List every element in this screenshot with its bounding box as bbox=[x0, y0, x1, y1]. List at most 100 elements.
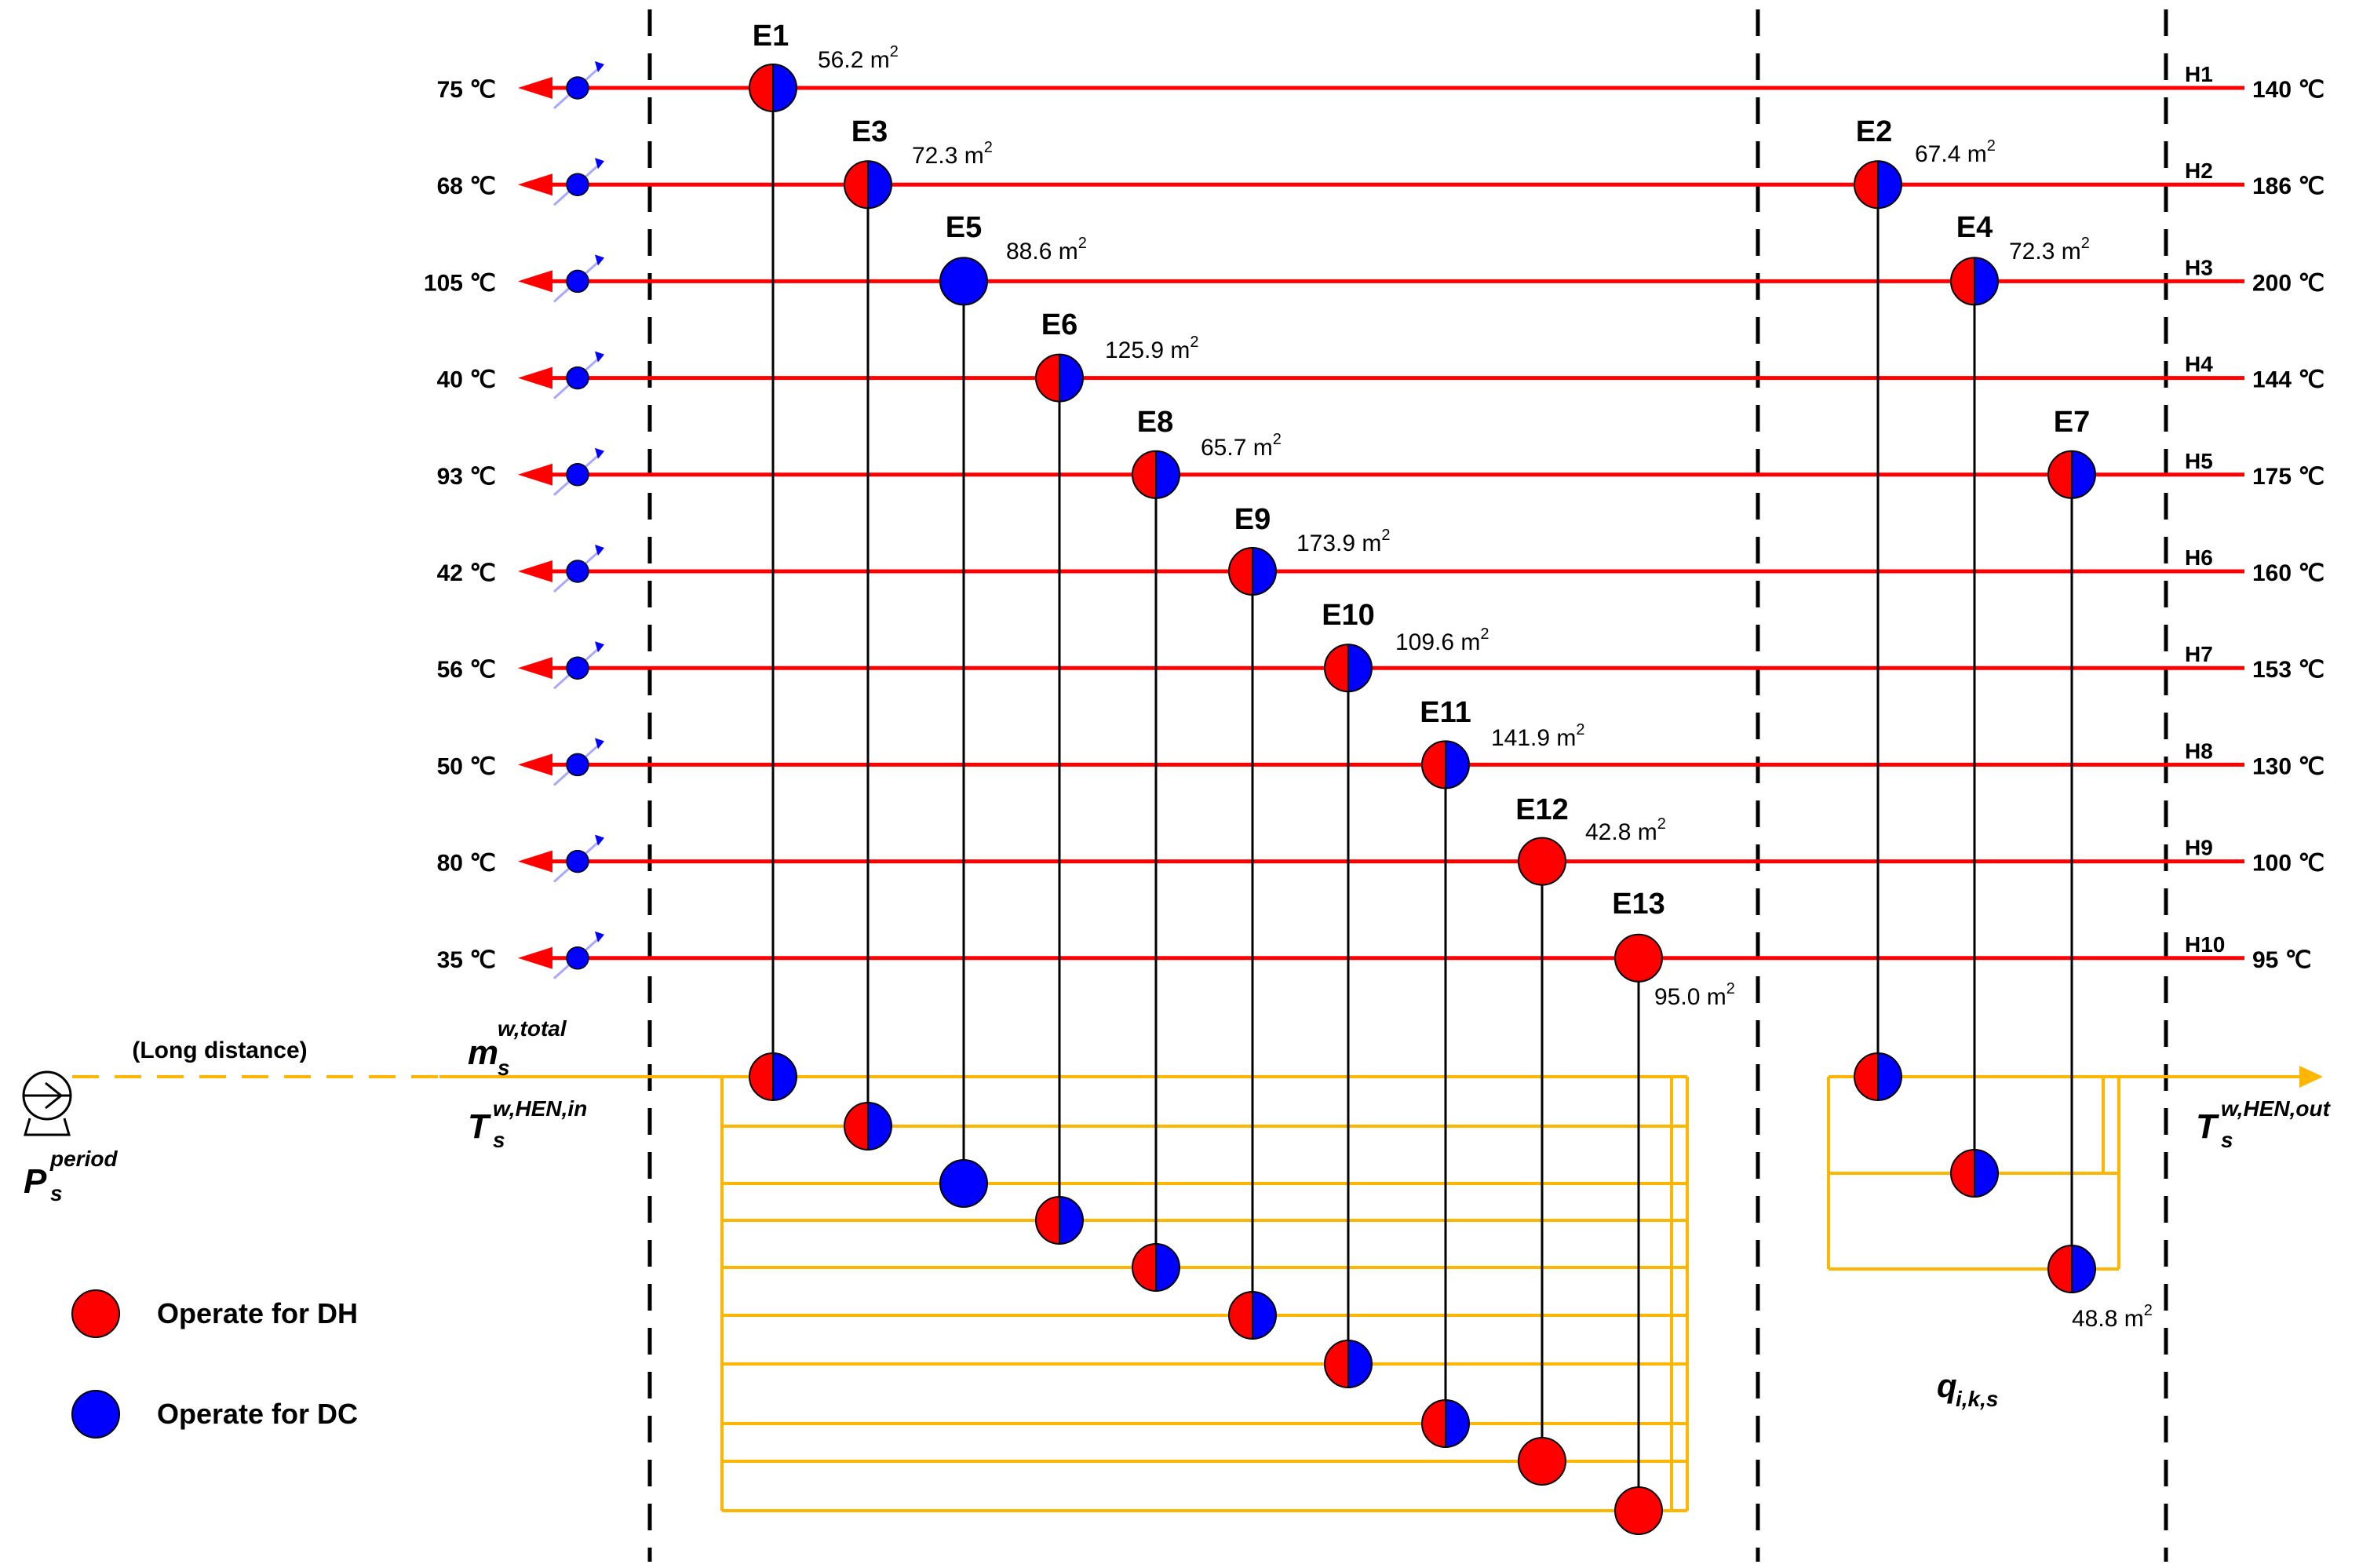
exchanger-id-label: E7 bbox=[2054, 406, 2090, 439]
exchanger-id-label: E12 bbox=[1515, 793, 1569, 826]
exchanger-area-label: 125.9 m2 bbox=[1105, 334, 1199, 363]
hot-stream-h10: 35 ℃ 95 ℃ H10 bbox=[437, 931, 2311, 979]
exchanger-e9-water-side bbox=[1228, 1291, 1277, 1340]
exchanger-id-label: E10 bbox=[1322, 599, 1375, 632]
exchanger-e3-water-side bbox=[844, 1102, 892, 1150]
outlet-temp-label: 105 ℃ bbox=[424, 270, 496, 296]
inlet-temp-label: 186 ℃ bbox=[2252, 173, 2324, 199]
hot-stream-arrow bbox=[518, 270, 552, 293]
inlet-temp-label: 144 ℃ bbox=[2252, 367, 2324, 393]
hot-stream-arrow bbox=[518, 753, 552, 776]
hot-stream-h5: 93 ℃ 175 ℃ H5 bbox=[437, 447, 2324, 496]
pump-icon bbox=[22, 1070, 72, 1136]
exchanger-area-label: 42.8 m2 bbox=[1585, 815, 1666, 845]
water-outlet-arrow bbox=[2299, 1066, 2323, 1088]
hot-stream-h6: 42 ℃ 160 ℃ H6 bbox=[437, 545, 2324, 593]
stream-id-label: H6 bbox=[2185, 545, 2213, 570]
outlet-temp-label: 93 ℃ bbox=[437, 464, 496, 490]
tin-subscript: s bbox=[493, 1128, 505, 1152]
exchanger-e8-hot-side bbox=[1132, 450, 1180, 499]
exchanger-area-label: 72.3 m2 bbox=[2009, 235, 2090, 264]
hot-stream-arrow bbox=[518, 946, 552, 969]
stream-id-label: H10 bbox=[2185, 932, 2225, 957]
inlet-temp-label: 160 ℃ bbox=[2252, 560, 2324, 586]
cooler-icon bbox=[566, 173, 589, 196]
cooler-icon bbox=[566, 76, 589, 100]
m-superscript: w,total bbox=[498, 1016, 567, 1041]
cooler-arrow bbox=[595, 447, 604, 459]
exchanger-id-label: E3 bbox=[851, 115, 888, 148]
exchanger-labels: E1 56.2 m2 E2 67.4 m2 E3 72.3 m2 E4 72.3 m2 E5 88… bbox=[753, 20, 2153, 1332]
exchanger-e10-hot-side bbox=[1324, 644, 1373, 693]
inlet-temp-label: 100 ℃ bbox=[2252, 851, 2324, 877]
exchanger-e10-water-side bbox=[1324, 1340, 1373, 1388]
exchanger-e13-water-side bbox=[1614, 1486, 1663, 1535]
outlet-temp-label: 35 ℃ bbox=[437, 947, 496, 973]
hot-stream-h2: 68 ℃ 186 ℃ H2 bbox=[437, 158, 2324, 206]
cooler-arrow bbox=[595, 738, 604, 749]
exchanger-e11-water-side bbox=[1421, 1399, 1470, 1448]
exchanger-e2-hot-side bbox=[1854, 160, 1902, 210]
legend-label: Operate for DH bbox=[157, 1297, 358, 1329]
cooler-icon bbox=[566, 656, 589, 680]
p-superscript: period bbox=[49, 1147, 118, 1171]
m-symbol: m bbox=[468, 1034, 498, 1072]
exchanger-e13-hot-side bbox=[1614, 933, 1663, 983]
exchanger-area-label: 72.3 m2 bbox=[912, 139, 993, 169]
cooler-icon bbox=[566, 849, 589, 873]
cooler-arrow bbox=[595, 545, 604, 556]
cooler-icon bbox=[566, 560, 589, 583]
stream-id-label: H7 bbox=[2185, 642, 2213, 666]
inlet-temp-label: 130 ℃ bbox=[2252, 753, 2324, 779]
cooler-arrow bbox=[595, 158, 604, 170]
legend-item-dc: Operate for DC bbox=[71, 1390, 358, 1439]
hot-streams: 75 ℃ 140 ℃ H1 68 ℃ 186 ℃ H2 105 ℃ 200 ℃ H3 40 ℃ 14… bbox=[424, 61, 2324, 979]
outlet-temp-label: 56 ℃ bbox=[437, 657, 496, 683]
tout-superscript: w,HEN,out bbox=[2221, 1096, 2332, 1121]
exchanger-e6-hot-side bbox=[1035, 353, 1084, 403]
cooler-arrow bbox=[595, 61, 604, 72]
tout-symbol: T bbox=[2196, 1107, 2219, 1146]
hot-stream-h8: 50 ℃ 130 ℃ H8 bbox=[437, 738, 2324, 786]
hot-stream-h9: 80 ℃ 100 ℃ H9 bbox=[437, 834, 2324, 883]
outlet-temp-label: 40 ℃ bbox=[437, 367, 496, 393]
hot-stream-arrow bbox=[518, 463, 552, 486]
exchanger-id-label: E13 bbox=[1612, 888, 1665, 921]
water-network bbox=[72, 1066, 2323, 1512]
stream-id-label: H3 bbox=[2185, 255, 2213, 279]
exchanger-e7-hot-side bbox=[2047, 450, 2096, 499]
exchanger-area-label: 67.4 m2 bbox=[1915, 137, 1996, 167]
cooler-icon bbox=[566, 366, 589, 390]
hot-stream-arrow bbox=[518, 77, 552, 99]
exchanger-e2-water-side bbox=[1854, 1052, 1902, 1101]
cooler-arrow bbox=[595, 254, 604, 266]
outlet-temp-label: 68 ℃ bbox=[437, 173, 496, 199]
stream-id-label: H2 bbox=[2185, 159, 2213, 183]
exchanger-id-label: E4 bbox=[1956, 211, 1993, 244]
legend-swatch bbox=[71, 1289, 120, 1338]
outlet-temp-label: 80 ℃ bbox=[437, 851, 496, 877]
cooler-arrow bbox=[595, 641, 604, 653]
water-flow-label: m w,total s bbox=[468, 1016, 567, 1080]
exchanger-id-label: E6 bbox=[1041, 308, 1077, 341]
tout-subscript: s bbox=[2221, 1128, 2233, 1152]
exchanger-area-label: 88.6 m2 bbox=[1006, 235, 1087, 264]
exchanger-e3-hot-side bbox=[844, 160, 892, 210]
exchanger-id-label: E5 bbox=[946, 211, 982, 244]
exchanger-e1-water-side bbox=[749, 1052, 797, 1101]
exchanger-id-label: E9 bbox=[1234, 503, 1271, 536]
hot-stream-h1: 75 ℃ 140 ℃ H1 bbox=[437, 61, 2324, 110]
exchanger-e5-water-side bbox=[939, 1159, 988, 1208]
stream-id-label: H1 bbox=[2185, 62, 2213, 86]
cooler-arrow bbox=[595, 931, 604, 943]
exchanger-e7-water-side bbox=[2047, 1245, 2096, 1293]
long-distance-label: (Long distance) bbox=[132, 1037, 307, 1063]
stream-id-label: H8 bbox=[2185, 738, 2213, 763]
exchanger-id-label: E8 bbox=[1137, 406, 1173, 439]
exchanger-area-label: 141.9 m2 bbox=[1491, 721, 1585, 751]
tin-superscript: w,HEN,in bbox=[493, 1096, 587, 1121]
inlet-temperature-label: T w,HEN,in s bbox=[468, 1096, 587, 1152]
exchanger-area-label: 48.8 m2 bbox=[2072, 1302, 2153, 1332]
inlet-temp-label: 175 ℃ bbox=[2252, 464, 2324, 490]
inlet-temp-label: 200 ℃ bbox=[2252, 270, 2324, 296]
